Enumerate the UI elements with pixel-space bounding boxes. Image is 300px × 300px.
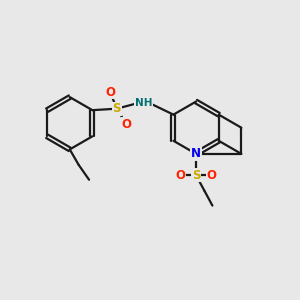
Text: S: S xyxy=(112,102,121,115)
Text: O: O xyxy=(176,169,186,182)
Text: NH: NH xyxy=(135,98,152,108)
Text: N: N xyxy=(191,147,201,161)
Text: O: O xyxy=(105,86,115,99)
Text: S: S xyxy=(192,169,200,182)
Text: O: O xyxy=(206,169,217,182)
Text: O: O xyxy=(121,118,131,130)
